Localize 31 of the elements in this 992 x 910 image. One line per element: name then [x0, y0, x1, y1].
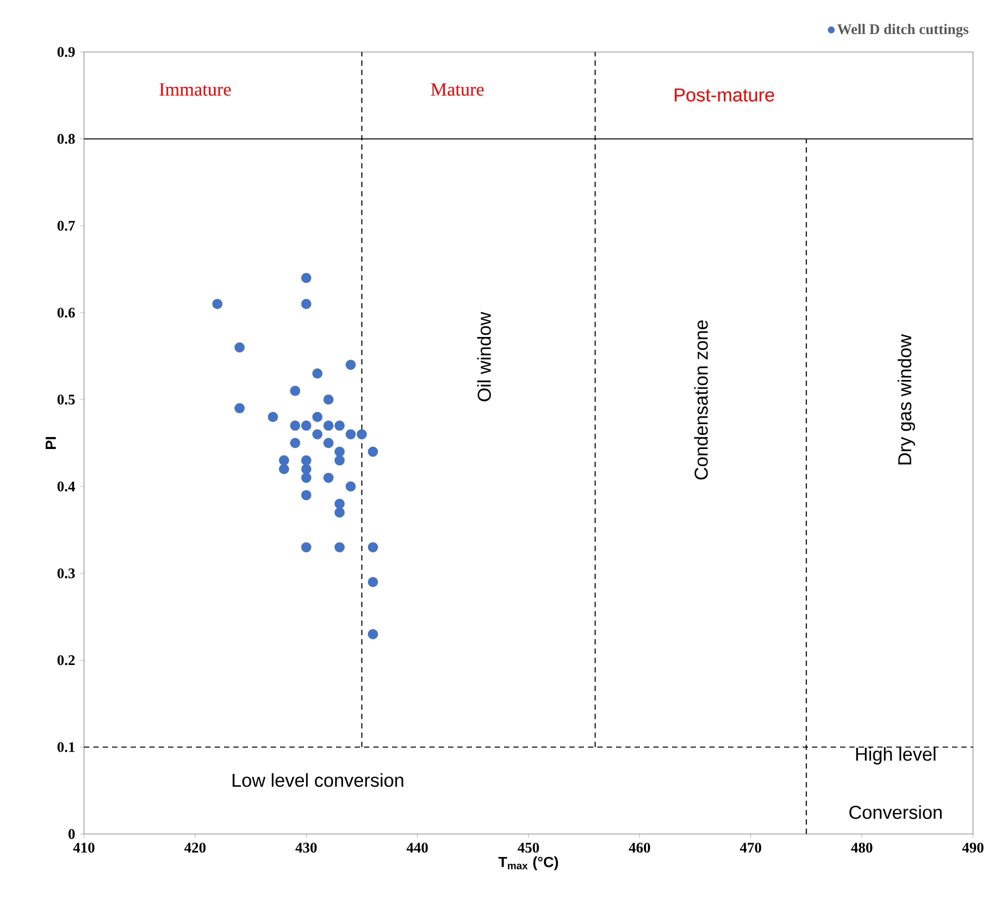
annotation: Condensation zone — [694, 320, 708, 480]
x-tick-label: 470 — [740, 842, 762, 853]
x-tick-label: 420 — [184, 842, 206, 853]
y-tick-label: 0.2 — [58, 655, 75, 666]
y-tick-label: 0.5 — [58, 394, 75, 405]
annotation: Dry gas window — [898, 334, 916, 464]
annotation: Oil window — [477, 312, 491, 402]
annotation: High level — [856, 747, 936, 764]
x-tick-label: 450 — [518, 842, 539, 853]
y-tick-label: 0.4 — [58, 481, 76, 492]
x-tick-label: 460 — [628, 842, 650, 853]
annotation: Low level conversion — [232, 773, 404, 787]
y-tick-label: 0.7 — [58, 220, 75, 231]
y-tick-label: 0.9 — [58, 47, 75, 57]
y-tick-label: 0.1 — [58, 742, 75, 752]
y-tick-label: 0.3 — [58, 568, 75, 578]
legend-label: Well D ditch cuttings — [837, 24, 968, 38]
x-tick-label: 410 — [73, 842, 94, 853]
y-tick-label: 0.6 — [58, 308, 75, 318]
y-axis-title: PI — [46, 437, 56, 449]
x-axis-title: T$_{max}$ (°C) — [498, 856, 558, 870]
x-tick-label: 480 — [851, 842, 872, 853]
y-tick-label: 0.8 — [58, 134, 75, 144]
annotation: Immature — [160, 83, 231, 96]
x-tick-label: 430 — [295, 842, 317, 853]
annotation: Post-mature — [674, 88, 774, 102]
annotation: Conversion — [849, 805, 942, 819]
x-tick-label: 440 — [406, 842, 428, 853]
x-tick-label: 490 — [962, 842, 984, 853]
annotation: Mature — [430, 83, 484, 96]
y-tick-label: 0 — [68, 829, 75, 839]
